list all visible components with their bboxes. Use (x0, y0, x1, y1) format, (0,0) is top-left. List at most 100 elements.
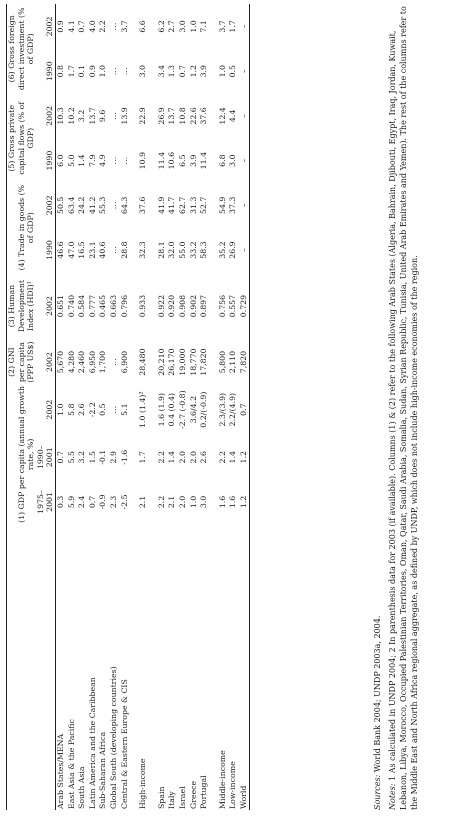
table-cell: … (108, 405, 118, 414)
table-cell: 0.777 (87, 294, 97, 318)
table-cell: 28,480 (138, 348, 148, 376)
table-cell: 17,820 (199, 348, 209, 376)
table-row: Italy 2.1 1.4 0.4 (0.4) 26,170 0.920 32.0 41.7 1… (167, 4, 178, 810)
table-cell: 41.7 (167, 196, 177, 215)
row-label: Latin America and the Caribbean (87, 677, 97, 809)
year-header: 2002 (35, 272, 56, 340)
table-cell: 1.0 (188, 20, 198, 33)
table-cell: … (108, 358, 118, 366)
table-cell: … (108, 67, 118, 76)
table-cell: 2.0 (177, 451, 187, 464)
table-cell: 2.1 (167, 495, 177, 509)
table-cell: 1.4 (167, 451, 177, 464)
table-cell: 22.9 (138, 107, 148, 125)
table-cell: 2,460 (77, 350, 87, 374)
table-cell: 3.7 (217, 20, 227, 33)
table-cell: 5.0 (66, 154, 76, 167)
table-cell: 10.2 (66, 107, 76, 125)
table-cell: 3.7 (119, 20, 129, 33)
table-cell: -2.7 (-0.8) (177, 390, 187, 429)
table-cell: 2.2 (156, 495, 166, 509)
table-cell: -0.1 (98, 449, 108, 465)
table-cell: 0.651 (55, 294, 65, 318)
table-cell: 6.8 (217, 154, 227, 167)
table-cell: – (238, 48, 250, 94)
year-header: 2002 (35, 4, 56, 49)
table-cell: … (108, 246, 118, 254)
table-cell: 22.6 (188, 107, 198, 125)
year-header: 1990 (35, 227, 56, 273)
table-cell: 0.663 (108, 294, 118, 318)
table-cell: 2.6 (199, 451, 209, 464)
table-cell: 5.1 (119, 403, 129, 416)
table-cell: 13.7 (87, 107, 97, 125)
table-cell: 2.2 (156, 451, 166, 464)
row-label: South Asia (77, 766, 87, 809)
table-cell: 32.0 (167, 241, 177, 259)
table-cell: 54.9 (217, 196, 227, 215)
table-cell: 16.5 (77, 241, 87, 259)
table-cell: 3.0 (228, 154, 238, 167)
notes-text: 1 As calculated in UNDP 2004; 2 In paren… (388, 6, 419, 810)
table-cell: – (238, 93, 250, 139)
table-cell: 7,820 (238, 339, 250, 385)
table-row: Israel 2.0 2.0 -2.7 (-0.8) 19,000 0.908 55.0 62… (178, 4, 189, 810)
table-cell: 1,700 (98, 350, 108, 374)
table-cell: 1.6 (217, 495, 227, 509)
row-label: Israel (177, 786, 187, 809)
table-cell: – (238, 4, 250, 49)
table-cell: 1.2 (238, 479, 250, 525)
table-cell: … (119, 67, 129, 76)
table-cell: 41.2 (87, 196, 97, 215)
table-cell: 2.2 (98, 20, 108, 33)
sources-text: World Bank 2004; UNDP 2003a, 2004. (373, 615, 382, 775)
table-cell: 5.5 (66, 451, 76, 464)
table-cell: 4,280 (66, 350, 76, 374)
table-cell: 0.3 (55, 495, 65, 509)
table-cell: 0.1 (77, 65, 87, 78)
table-cell: 0.4 (0.4) (167, 392, 177, 427)
row-label: East Asia & the Pacific (66, 719, 76, 809)
table-cell: 47.0 (66, 241, 76, 259)
table-cell: 0.933 (138, 294, 148, 318)
row-label: Sub-Saharan Africa (98, 731, 108, 809)
table-cell: 58.3 (199, 241, 209, 259)
table-cell: 6.5 (177, 154, 187, 167)
table-cell: 2.2/(4.9) (228, 392, 238, 427)
table-cell: 11.4 (156, 151, 166, 170)
year-header: 2002 (35, 182, 56, 228)
year-header: 2002 (35, 339, 56, 385)
table-cell: 13.9 (119, 107, 129, 125)
table-cell: 2.7 (167, 20, 177, 33)
table-cell: 0.7 (87, 495, 97, 509)
table-cell: 52.7 (199, 196, 209, 215)
table-cell: 31.3 (188, 196, 198, 215)
table-cell: 3.0 (138, 65, 148, 78)
table-cell: 19,000 (177, 348, 187, 376)
table-cell: 10.6 (167, 151, 177, 170)
table-cell: 11.4 (199, 151, 209, 170)
table-cell: -0.9 (98, 494, 108, 510)
col-group-gdp-growth: (1) GDP per capita (annual growth rate, … (6, 384, 36, 525)
row-label: Greece (188, 780, 198, 809)
table-cell: 55.3 (98, 196, 108, 215)
table-row: High-income 2.1 1.7 1.0 (1.4)² 28,480 0.933 32… (138, 4, 149, 810)
table-cell: – (238, 138, 250, 183)
table-cell: 6.0 (55, 154, 65, 167)
table-cell: 5,670 (55, 350, 65, 374)
header-years-row: 1975–2001 1990–2001 2002 2002 2002 1990 2002 19… (35, 4, 56, 810)
table-cell: 4.4 (228, 109, 238, 123)
table-cell: 2.3/(3.9) (217, 392, 227, 427)
table-cell: 3.9 (199, 65, 209, 78)
table-cell: 1.6 (1.9) (156, 392, 166, 427)
table-cell: 0.2/(-0.9) (199, 391, 209, 428)
row-label: Portugal (199, 775, 209, 809)
table-row: Middle-income 1.6 2.2 2.3/(3.9) 5,800 0.756 35… (218, 4, 229, 810)
table-row: Sub-Saharan Africa -0.9 -0.1 0.5 1,700 0.465 4… (98, 4, 109, 810)
table-cell: -2.5 (119, 494, 129, 510)
table-cell: – (238, 227, 250, 273)
table-cell: 3.2 (77, 109, 87, 123)
table-cell: 10.3 (55, 107, 65, 125)
table-cell: 2.2 (217, 451, 227, 464)
table-cell: 1.7 (228, 20, 238, 33)
